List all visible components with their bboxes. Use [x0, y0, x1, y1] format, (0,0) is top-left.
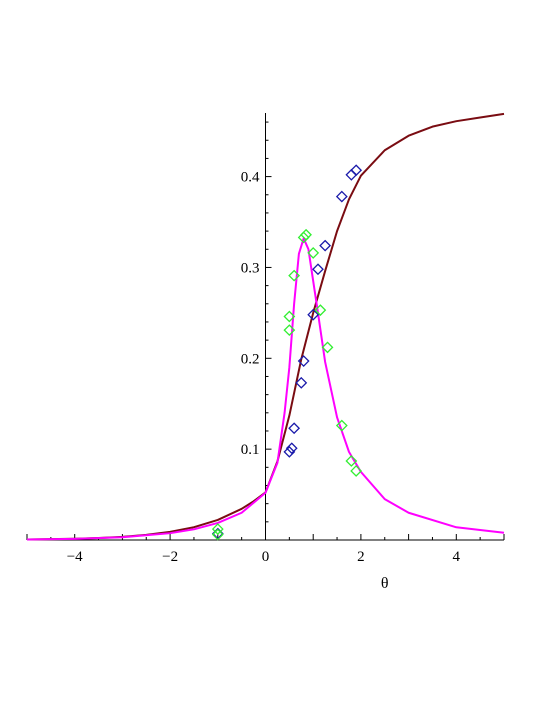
diamond-marker	[297, 231, 310, 244]
chart-marks	[26, 112, 505, 541]
diamond-marker	[297, 355, 310, 367]
diamond-marker	[211, 523, 224, 536]
y-tick-label: 0.3	[241, 260, 260, 276]
x-tick-label: −4	[67, 549, 83, 565]
y-tick-label: 0.2	[241, 351, 260, 367]
diamond-marker	[321, 341, 334, 354]
diamond-marker	[285, 442, 298, 455]
diamond-marker	[288, 422, 301, 435]
diamond-marker	[335, 190, 348, 203]
diamond-marker	[283, 310, 296, 323]
diamond-marker	[335, 419, 348, 432]
diamond-marker	[312, 263, 324, 276]
diamond-marker	[319, 239, 332, 252]
diamond-marker	[314, 304, 327, 317]
diamond-marker	[350, 465, 363, 477]
diamond-marker	[211, 528, 224, 541]
x-tick-label: 4	[453, 549, 461, 565]
diamond-marker	[307, 308, 320, 321]
diamond-marker	[283, 445, 296, 458]
diamond-marker	[350, 164, 363, 177]
diamond-marker	[307, 246, 320, 259]
diamond-marker	[283, 324, 296, 337]
x-tick-label: 0	[262, 549, 270, 565]
diamond-marker	[345, 455, 358, 467]
diamond-marker	[300, 228, 312, 241]
diamond-marker	[295, 376, 308, 389]
x-tick-label: −2	[162, 549, 178, 565]
x-axis-label: θ	[381, 575, 389, 592]
diamond-marker	[288, 269, 301, 282]
y-tick-label: 0.4	[241, 170, 260, 186]
x-tick-label: 2	[357, 549, 365, 565]
tick-labels: −4 −2 0 2 4 0.1 0.2 0.3 0.4 θ	[67, 170, 461, 592]
y-tick-label: 0.1	[241, 442, 260, 458]
axes	[26, 113, 505, 541]
